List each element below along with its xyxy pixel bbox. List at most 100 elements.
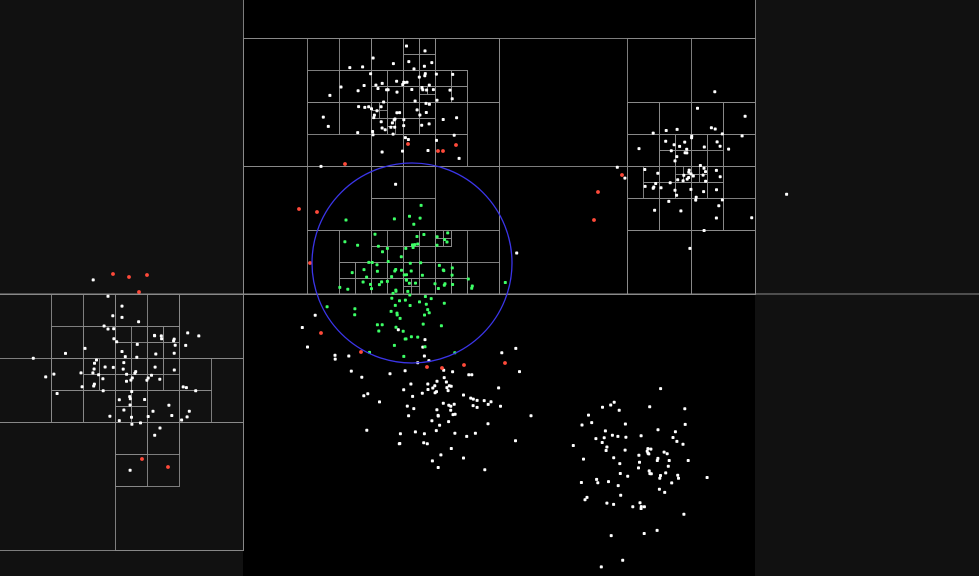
data-point xyxy=(125,379,128,383)
in-range-point xyxy=(392,217,396,221)
data-point xyxy=(91,278,95,282)
data-point xyxy=(122,408,126,412)
data-point xyxy=(713,90,717,94)
data-point xyxy=(653,208,657,212)
in-range-point xyxy=(390,296,394,300)
data-point xyxy=(153,365,157,369)
data-point xyxy=(367,105,371,109)
data-point xyxy=(677,476,680,480)
data-point xyxy=(618,472,622,475)
data-point xyxy=(379,120,383,124)
data-point xyxy=(694,198,698,202)
data-point xyxy=(52,372,56,376)
candidate-point xyxy=(140,457,144,461)
candidate-point xyxy=(308,261,312,265)
data-point xyxy=(415,108,419,112)
data-point xyxy=(172,351,176,355)
data-point xyxy=(44,375,48,379)
data-point xyxy=(370,107,373,111)
in-range-point xyxy=(398,299,401,303)
quadtree-cell xyxy=(411,278,420,287)
in-range-point xyxy=(419,203,423,207)
data-point xyxy=(146,415,150,418)
data-point xyxy=(422,441,426,445)
data-point xyxy=(579,481,583,484)
data-point xyxy=(418,113,422,117)
data-point xyxy=(681,179,685,183)
in-range-point xyxy=(470,286,474,290)
in-range-point xyxy=(418,216,422,220)
data-point xyxy=(405,80,409,84)
in-range-point xyxy=(415,235,419,238)
data-point xyxy=(403,136,407,140)
quadtree-cell xyxy=(147,422,180,455)
in-range-point xyxy=(385,246,389,250)
data-point xyxy=(671,436,675,439)
data-point xyxy=(612,502,616,506)
data-point xyxy=(80,385,84,389)
data-point xyxy=(605,445,609,449)
in-range-point xyxy=(386,260,390,263)
data-point xyxy=(667,199,671,203)
data-point xyxy=(676,178,680,182)
data-point xyxy=(380,150,384,154)
data-point xyxy=(435,408,439,412)
data-point xyxy=(702,190,706,194)
data-point xyxy=(682,512,686,516)
data-point xyxy=(659,474,662,477)
data-point xyxy=(446,389,450,393)
data-point xyxy=(435,138,438,142)
data-point xyxy=(683,151,687,155)
data-point xyxy=(172,368,176,372)
data-point xyxy=(197,334,201,338)
in-range-point xyxy=(443,282,447,286)
in-range-point xyxy=(451,283,455,286)
in-range-point xyxy=(419,261,423,265)
in-range-point xyxy=(367,260,371,264)
data-point xyxy=(97,373,101,377)
data-point xyxy=(117,398,121,402)
data-point xyxy=(158,377,162,381)
in-range-point xyxy=(377,283,381,287)
in-range-point xyxy=(503,281,507,284)
data-point xyxy=(675,193,679,197)
data-point xyxy=(313,313,317,317)
data-point xyxy=(651,186,655,190)
data-point xyxy=(101,377,105,381)
in-range-point xyxy=(436,287,440,290)
in-range-point xyxy=(408,214,411,218)
quadtree-cell xyxy=(691,230,756,295)
quadtree-cell xyxy=(115,454,148,487)
data-point xyxy=(654,182,658,185)
in-range-point xyxy=(408,304,412,307)
data-point xyxy=(489,400,493,404)
candidate-points xyxy=(111,142,624,469)
data-point xyxy=(402,388,406,392)
data-point xyxy=(609,403,613,407)
data-point xyxy=(365,428,369,432)
data-point xyxy=(436,466,440,469)
data-point xyxy=(469,396,473,400)
data-point xyxy=(376,87,380,90)
data-point xyxy=(687,176,691,179)
data-point xyxy=(380,81,384,85)
in-range-point xyxy=(406,289,410,293)
data-point xyxy=(402,124,406,128)
data-point xyxy=(379,105,383,109)
data-point xyxy=(357,105,361,109)
data-point xyxy=(306,345,309,349)
data-point xyxy=(430,61,434,65)
data-point xyxy=(420,391,424,395)
data-point xyxy=(382,100,386,104)
data-point xyxy=(451,370,455,374)
data-point xyxy=(486,402,490,406)
candidate-point xyxy=(166,465,170,469)
in-range-point xyxy=(450,273,454,277)
data-point xyxy=(427,122,431,126)
data-point xyxy=(372,116,376,120)
data-point xyxy=(422,354,426,358)
data-point xyxy=(173,343,177,347)
data-point xyxy=(691,174,695,178)
